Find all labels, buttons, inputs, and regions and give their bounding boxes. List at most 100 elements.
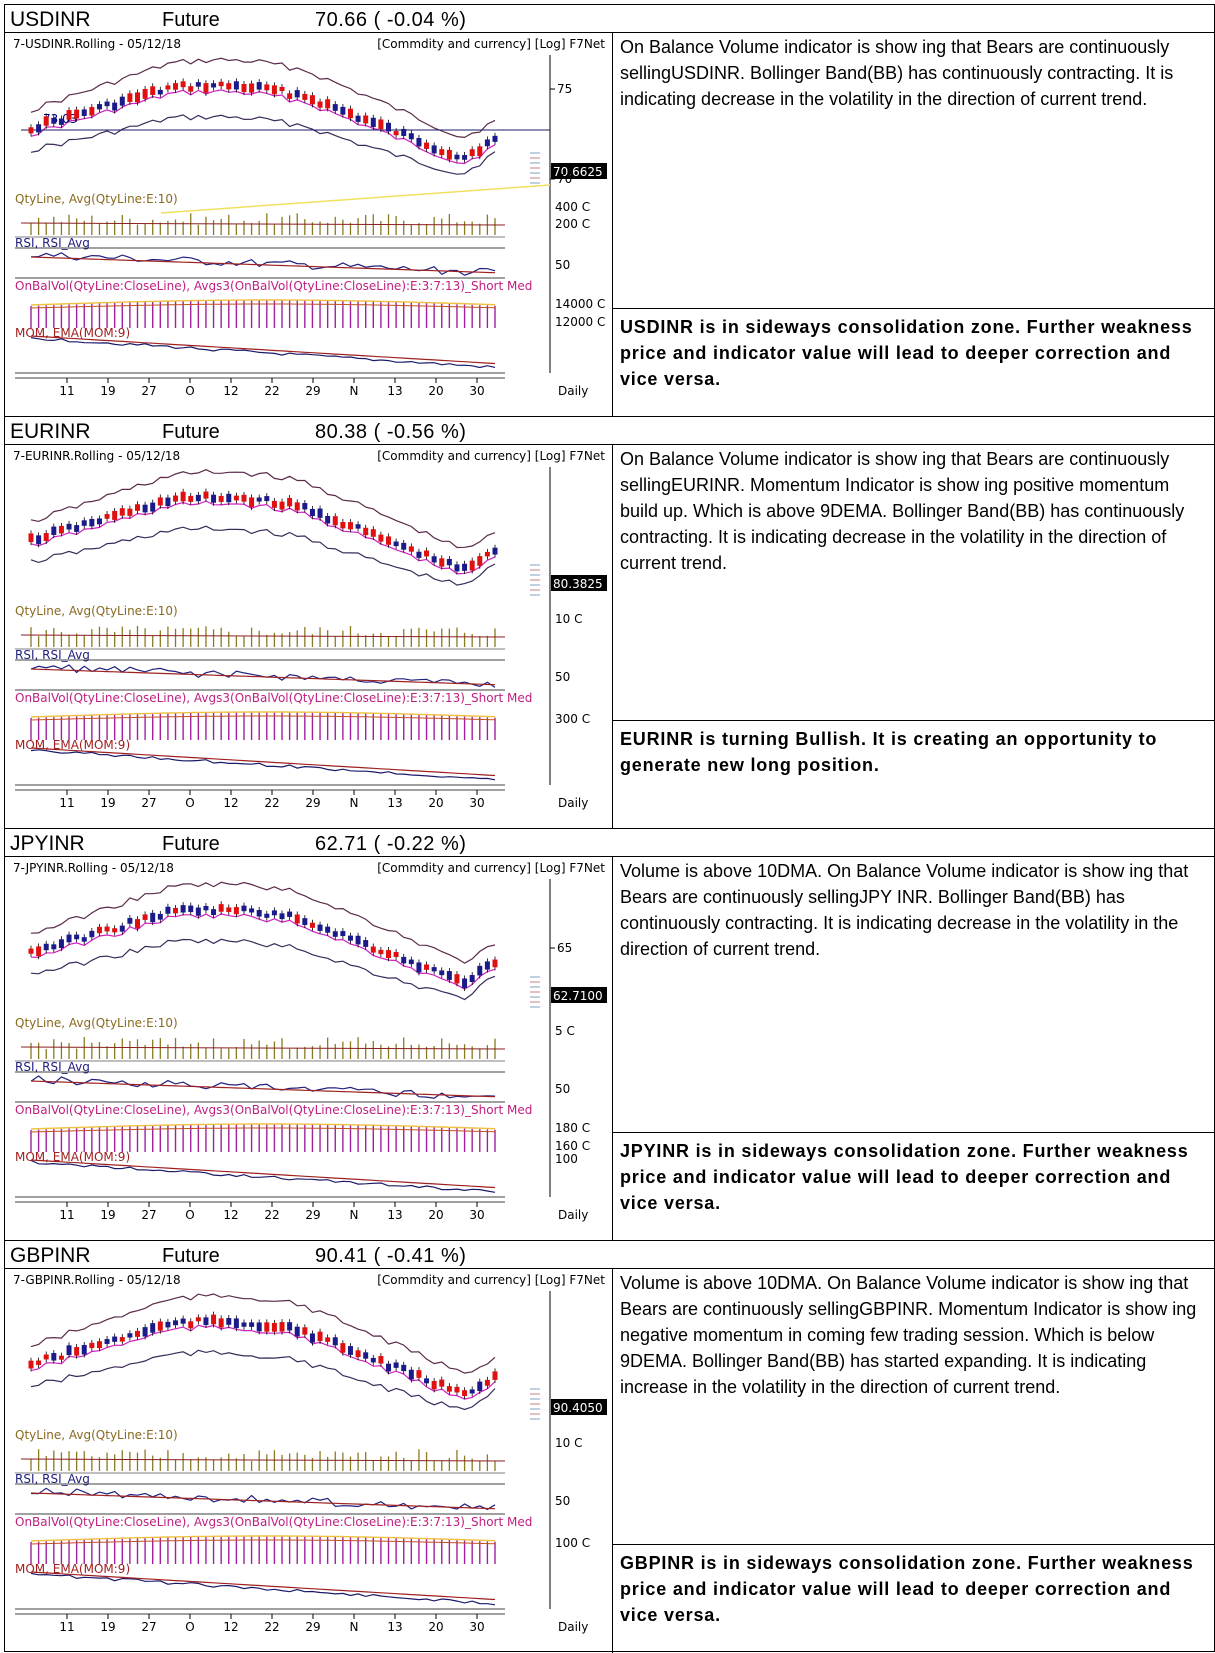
x-tick-label: O <box>185 796 194 810</box>
x-tick-label: 19 <box>100 1208 115 1222</box>
instrument-section: GBPINR Future 90.41 ( -0.41 %) 7-GBPINR.… <box>4 1240 1215 1653</box>
candle-body <box>127 93 133 103</box>
candle-body <box>484 961 490 970</box>
candle-body <box>203 905 209 911</box>
candle-body <box>241 83 247 93</box>
instrument-header: EURINR Future 80.38 ( -0.56 %) <box>5 417 1215 445</box>
candle-body <box>180 81 186 88</box>
qty-title: QtyLine, Avg(QtyLine:E:10) <box>15 604 178 618</box>
candle-body <box>446 971 452 980</box>
rsi-avg-line <box>30 668 496 686</box>
candle-body <box>66 110 72 120</box>
candle-body <box>173 907 179 914</box>
candle-body <box>477 965 483 976</box>
candle-body <box>454 974 460 984</box>
candle-body <box>424 550 430 557</box>
candle-body <box>51 944 57 950</box>
candle-body <box>294 914 300 924</box>
candle-body <box>188 905 194 913</box>
bollinger-lower-line <box>30 1349 496 1411</box>
candle-body <box>309 922 315 928</box>
obv-short-line <box>30 711 496 718</box>
candle-body <box>446 1386 452 1392</box>
candle-body <box>439 970 445 976</box>
rsi-title: RSI, RSI_Avg <box>15 236 90 250</box>
technical-chart: 7-JPYINR.Rolling - 05/12/18 [Commdity and… <box>5 857 613 1241</box>
bollinger-upper-line <box>30 1293 496 1374</box>
mom-tick-label: 100 <box>555 1152 578 1166</box>
candle-body <box>58 1355 64 1360</box>
candle-body <box>363 1352 369 1359</box>
candle-body <box>66 934 72 943</box>
candle-body <box>363 527 369 536</box>
candle-body <box>89 107 95 116</box>
report-page: USDINR Future 70.66 ( -0.04 %) 7-USDINR.… <box>4 4 1215 1653</box>
rsi-tick-label: 50 <box>555 1082 570 1096</box>
candle-body <box>462 563 468 571</box>
candle-body <box>416 1370 422 1378</box>
candle-body <box>119 96 125 106</box>
instrument-symbol: EURINR <box>10 420 91 443</box>
candle-body <box>89 1342 95 1349</box>
mom-ema-line <box>30 747 496 777</box>
qty-tick-label: 200 C <box>555 217 590 231</box>
candle-body <box>484 1379 490 1386</box>
candle-body <box>195 82 201 87</box>
x-tick-label: 27 <box>141 1208 156 1222</box>
technical-chart: 7-EURINR.Rolling - 05/12/18 [Commdity and… <box>5 445 613 829</box>
candle-body <box>477 146 483 157</box>
volume-avg-line <box>20 222 506 226</box>
price-tag-bg <box>551 987 607 1003</box>
obv-tick-label: 160 C <box>555 1139 590 1153</box>
candle-body <box>424 142 430 149</box>
bollinger-mid-line <box>30 913 496 990</box>
candle-body <box>469 560 475 571</box>
candle-body <box>249 1322 255 1327</box>
x-tick-label: 20 <box>428 1208 443 1222</box>
candle-body <box>256 82 262 90</box>
candle-body <box>431 145 437 154</box>
instrument-symbol: USDINR <box>10 8 91 31</box>
obv-med-line <box>30 1127 496 1133</box>
candle-body <box>347 1346 353 1355</box>
candle-body <box>127 917 133 924</box>
candle-body <box>446 558 452 566</box>
candle-body <box>492 1371 498 1380</box>
candle-body <box>66 523 72 530</box>
candle-body <box>332 104 338 111</box>
candle-body <box>66 1345 72 1356</box>
candle-body <box>58 939 64 949</box>
trend-line <box>160 184 551 214</box>
chart-title: 7-EURINR.Rolling - 05/12/18 <box>13 449 180 463</box>
candle-body <box>134 504 140 511</box>
candle-body <box>180 1318 186 1324</box>
candle-body <box>325 1337 331 1342</box>
instrument-price-change: 80.38 ( -0.56 %) <box>315 421 467 443</box>
candle-body <box>195 494 201 502</box>
candle-body <box>36 1360 42 1366</box>
x-tick-label: 19 <box>100 1620 115 1634</box>
x-tick-label: 11 <box>59 796 74 810</box>
candle-body <box>28 127 34 134</box>
qty-tick-label: 10 C <box>555 612 582 626</box>
x-tick-label: N <box>350 1620 359 1634</box>
candle-body <box>142 88 148 99</box>
analysis-text: On Balance Volume indicator is show ing … <box>620 449 1185 573</box>
candle-body <box>203 83 209 93</box>
instrument-header: GBPINR Future 90.41 ( -0.41 %) <box>5 1241 1215 1269</box>
candle-body <box>264 913 270 918</box>
chart-svg: 7-USDINR.Rolling - 05/12/18 [Commdity and… <box>13 37 607 398</box>
candle-body <box>355 524 361 529</box>
x-tick-label: 27 <box>141 1620 156 1634</box>
candle-body <box>81 520 87 526</box>
candle-body <box>325 926 331 933</box>
x-tick-label: 30 <box>469 384 484 398</box>
candle-body <box>469 1389 475 1394</box>
qty-tick-label: 400 C <box>555 200 590 214</box>
x-tick-label: 30 <box>469 796 484 810</box>
candle-body <box>462 155 468 160</box>
candle-body <box>51 526 57 536</box>
candle-body <box>370 1357 376 1363</box>
candle-body <box>287 497 293 507</box>
x-tick-label: N <box>350 1208 359 1222</box>
